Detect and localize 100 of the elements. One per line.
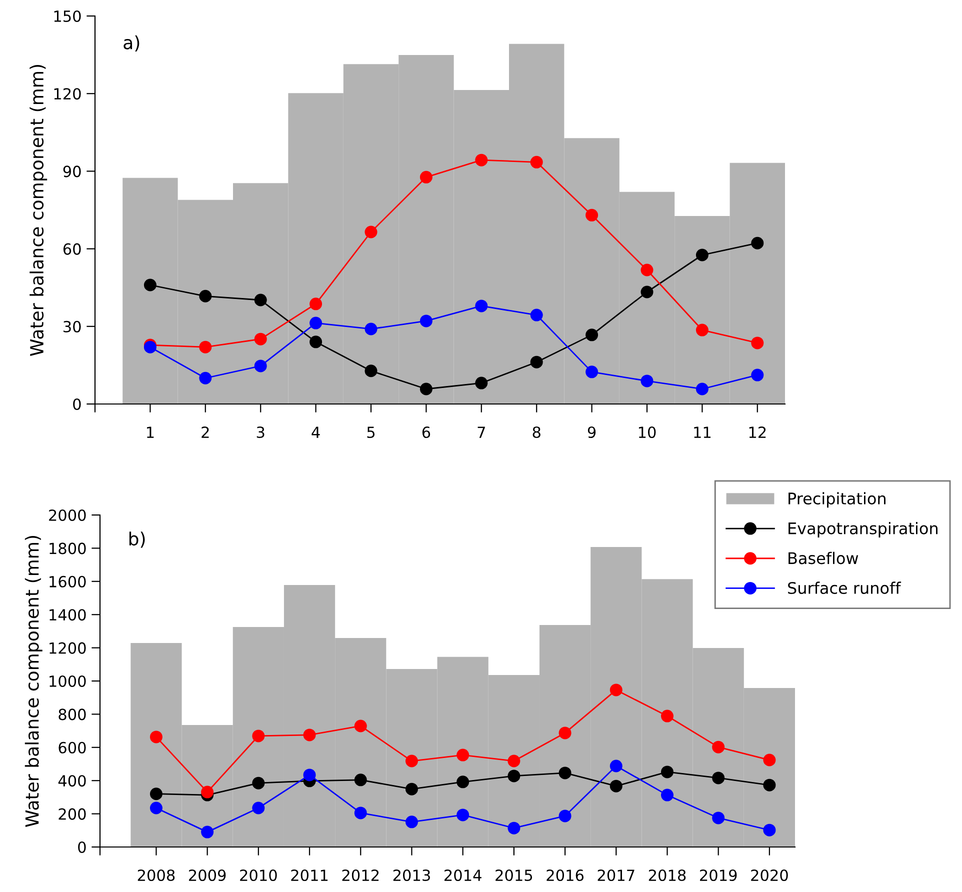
point xyxy=(586,328,598,342)
point xyxy=(201,786,214,798)
annotation: b) xyxy=(129,532,145,548)
point xyxy=(696,382,708,396)
point xyxy=(712,740,725,754)
annotation: a) xyxy=(124,35,140,52)
y-tick-label: 200 xyxy=(58,808,86,820)
point xyxy=(144,278,156,292)
point xyxy=(475,300,488,312)
x-tick-label: 6 xyxy=(422,426,430,438)
point xyxy=(310,316,322,330)
x-tick-label: 2011 xyxy=(291,869,328,882)
point xyxy=(310,298,322,310)
x-tick-label: 10 xyxy=(638,426,656,438)
y-tick-label: 400 xyxy=(58,775,86,787)
x-tick-label: 12 xyxy=(749,426,766,438)
x-tick-label: 5 xyxy=(367,426,375,438)
y-tick-label: 150 xyxy=(54,10,81,22)
point xyxy=(475,154,488,166)
point xyxy=(530,156,543,168)
point xyxy=(254,360,267,372)
x-tick-label: 2009 xyxy=(188,869,226,882)
legend-label: Precipitation xyxy=(788,492,886,508)
point xyxy=(310,336,322,348)
point xyxy=(763,778,776,792)
point xyxy=(586,366,598,378)
point xyxy=(354,720,367,732)
point xyxy=(420,382,432,396)
y-tick-label: 1600 xyxy=(50,576,86,588)
x-tick-label: 9 xyxy=(588,426,596,438)
point xyxy=(640,374,654,388)
point xyxy=(530,308,543,322)
point xyxy=(354,774,367,786)
y-axis-title: Water balance component (mm) xyxy=(30,65,48,356)
point xyxy=(252,776,265,790)
point xyxy=(660,788,674,802)
point xyxy=(201,826,214,838)
y-tick-label: 60 xyxy=(63,243,81,255)
legend-label: Baseflow xyxy=(788,552,858,564)
x-tick-label: 3 xyxy=(256,426,264,438)
point xyxy=(508,822,520,834)
point xyxy=(150,788,162,800)
legend-label: Surface runoff xyxy=(788,582,902,594)
y-tick-label: 600 xyxy=(58,742,86,754)
x-tick-label: 2015 xyxy=(496,869,532,882)
y-tick-label: 0 xyxy=(73,398,81,410)
point xyxy=(354,806,367,820)
x-tick-label: 2020 xyxy=(751,869,788,882)
y-axis-title: Water balance component (mm) xyxy=(24,536,42,827)
y-tick-label: 1000 xyxy=(50,675,86,688)
point xyxy=(640,264,654,276)
point xyxy=(405,782,418,796)
point xyxy=(150,730,162,744)
x-tick-label: 7 xyxy=(478,426,485,438)
point xyxy=(364,226,378,238)
point xyxy=(508,754,520,768)
x-tick-label: 2018 xyxy=(648,869,686,882)
point xyxy=(405,754,418,768)
x-tick-label: 2010 xyxy=(240,869,277,882)
point xyxy=(252,730,265,742)
x-tick-label: 2014 xyxy=(444,869,482,882)
point xyxy=(712,812,725,824)
point xyxy=(420,314,432,328)
y-tick-label: 1800 xyxy=(50,542,86,554)
y-tick-label: 0 xyxy=(78,841,86,854)
x-tick-label: 2008 xyxy=(138,869,175,882)
point xyxy=(456,808,470,822)
y-tick-label: 30 xyxy=(64,320,81,332)
y-tick-label: 90 xyxy=(63,166,81,178)
point xyxy=(252,802,265,814)
point xyxy=(405,816,418,828)
x-tick-label: 2017 xyxy=(598,869,634,882)
point xyxy=(303,728,316,742)
point xyxy=(508,770,520,782)
y-tick-label: 1200 xyxy=(50,642,86,654)
point xyxy=(660,710,674,722)
point xyxy=(364,364,378,378)
point xyxy=(420,170,432,184)
point xyxy=(712,772,725,784)
y-tick-label: 120 xyxy=(54,88,81,100)
point xyxy=(456,776,470,788)
point xyxy=(558,810,572,822)
y-tick-label: 800 xyxy=(58,708,86,720)
point xyxy=(303,768,316,782)
x-tick-label: 11 xyxy=(694,426,711,438)
x-tick-label: 1 xyxy=(147,426,154,438)
x-tick-label: 2016 xyxy=(546,869,584,882)
point xyxy=(254,332,267,346)
x-tick-label: 2013 xyxy=(393,869,430,882)
point xyxy=(530,356,543,368)
point xyxy=(696,324,708,336)
point xyxy=(763,754,776,766)
point xyxy=(456,748,470,762)
point xyxy=(610,684,622,696)
point xyxy=(199,290,212,302)
point xyxy=(150,802,162,814)
point xyxy=(558,766,572,780)
point xyxy=(751,336,764,350)
point xyxy=(751,236,764,250)
point xyxy=(610,760,622,772)
